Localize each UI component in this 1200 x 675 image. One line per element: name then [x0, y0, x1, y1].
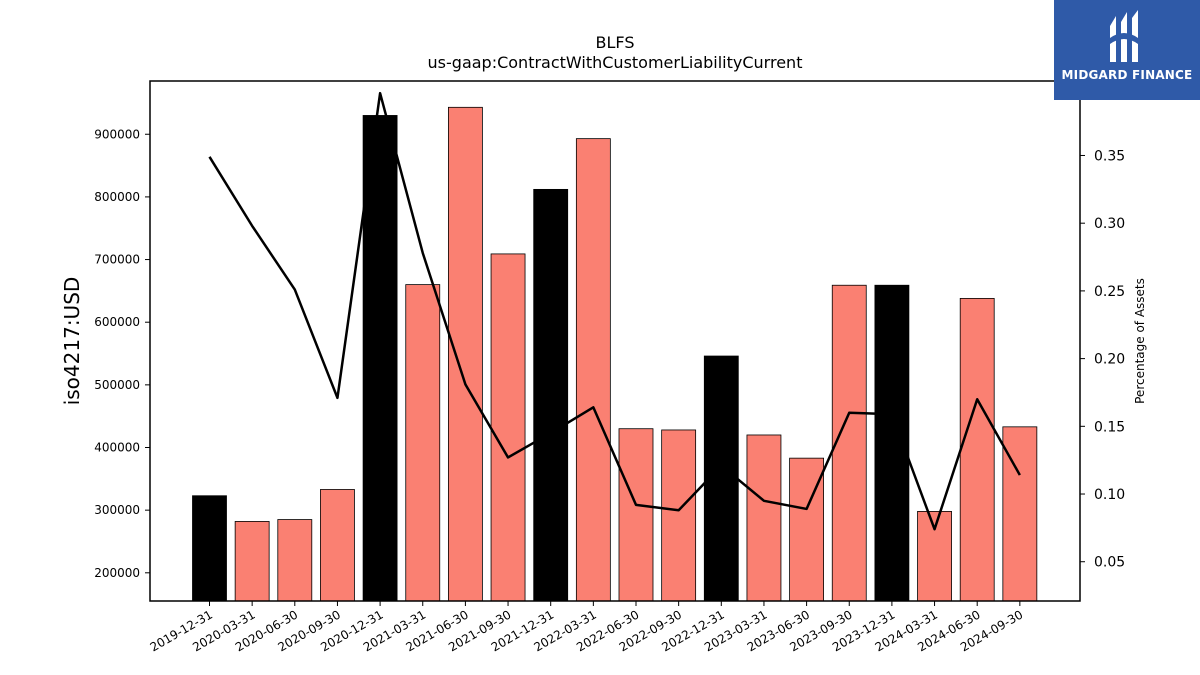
bar-2020-09-30: [320, 489, 355, 602]
midgard-logo-icon: [1110, 10, 1138, 62]
chart-title: BLFS: [596, 33, 635, 52]
y2-tick-label: 0.15: [1094, 419, 1125, 435]
x-axis: 2019-12-312020-03-312020-06-302020-09-30…: [148, 601, 1025, 654]
bar-2020-03-31: [234, 521, 270, 602]
y2-tick-label: 0.25: [1094, 284, 1125, 300]
line-group: [208, 91, 1021, 531]
bar-2022-06-30: [618, 428, 654, 602]
bar-2023-09-30: [831, 284, 867, 602]
percentage-line: [208, 91, 1021, 531]
y-tick-label: 200000: [94, 566, 140, 580]
bars-group: [192, 106, 1038, 602]
y2-tick-label: 0.10: [1094, 487, 1125, 503]
bar-2022-03-31: [575, 138, 611, 602]
bar-2021-12-31: [533, 188, 569, 602]
y-tick-label: 300000: [94, 503, 140, 517]
y-tick-label: 800000: [94, 190, 140, 204]
y-axis-left: 200000 300000 400000 500000 600000 700000 8000…: [94, 127, 150, 580]
bar-2021-03-31: [405, 284, 441, 602]
y-tick-label: 900000: [94, 127, 140, 141]
y2-axis-label: Percentage of Assets: [1133, 278, 1147, 404]
y2-tick-label: 0.30: [1094, 216, 1125, 232]
y2-tick-label: 0.35: [1094, 148, 1125, 164]
bar-2021-06-30: [447, 106, 483, 602]
bar-2024-06-30: [959, 297, 995, 602]
logo: MIDGARD FINANCE: [1054, 0, 1200, 100]
bar-2023-03-31: [746, 434, 782, 602]
y-axis-label: iso4217:USD: [60, 277, 84, 406]
bar-2019-12-31: [192, 495, 227, 602]
y-tick-label: 500000: [94, 378, 140, 392]
bar-2020-06-30: [277, 519, 313, 602]
plot-frame: [149, 80, 1081, 602]
y2-tick-label: 0.05: [1094, 555, 1125, 571]
y2-tick-label: 0.20: [1094, 352, 1125, 368]
logo-text: MIDGARD FINANCE: [1061, 68, 1193, 82]
y-tick-label: 600000: [94, 315, 140, 329]
bar-2020-12-31: [362, 115, 398, 602]
y-tick-label: 700000: [94, 253, 140, 267]
bar-2022-09-30: [661, 429, 697, 602]
chart-subtitle: us-gaap:ContractWithCustomerLiabilityCur…: [428, 53, 803, 72]
bar-2021-09-30: [490, 253, 526, 602]
y-tick-label: 400000: [94, 441, 140, 455]
bar-2024-03-31: [917, 511, 952, 602]
y-axis-right: 0.05 0.10 0.15 0.20 0.25 0.30 0.35: [1080, 148, 1125, 571]
